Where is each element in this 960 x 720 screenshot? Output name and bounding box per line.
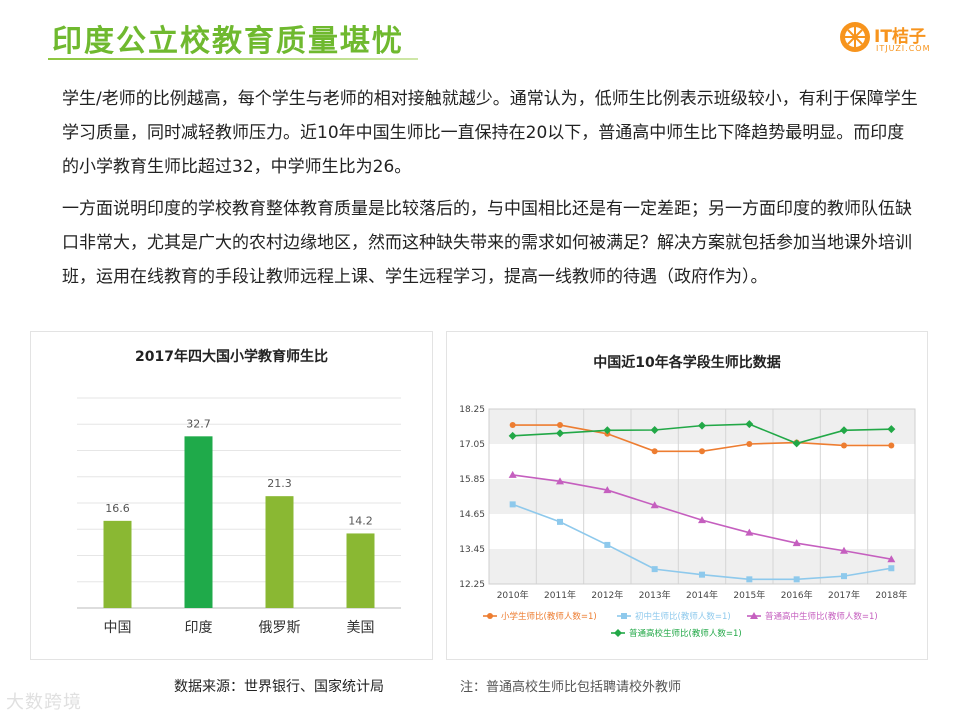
legend-label: 小学生师比(教师人数=1) xyxy=(501,611,597,622)
line-chart-panel: 中国近10年各学段生师比数据 18.25 17.05 15.85 14.65 13.45… xyxy=(446,331,928,660)
x-tick-label: 2011年 xyxy=(544,589,576,601)
watermark: 大数跨境 xyxy=(6,692,82,713)
footnote: 注：普通高校生师比包括聘请校外教师 xyxy=(460,680,682,695)
bar-chart-panel: 2017年四大国小学教育师生比 16.6 中国 32.7 印度 21.3 俄罗斯 14.2 美… xyxy=(30,331,433,660)
data-point xyxy=(746,441,753,447)
title-underline xyxy=(48,58,418,60)
data-point xyxy=(556,429,564,438)
bar xyxy=(265,496,294,608)
data-point xyxy=(745,528,754,536)
orange-slice-icon xyxy=(840,22,870,52)
data-point xyxy=(557,518,563,525)
data-point xyxy=(509,501,516,508)
data-point xyxy=(841,442,847,449)
y-tick-label: 18.25 xyxy=(459,405,485,415)
data-point xyxy=(793,576,800,583)
x-tick-label: 2017年 xyxy=(828,589,860,601)
data-point xyxy=(487,613,493,619)
line-chart-title: 中国近10年各学段生师比数据 xyxy=(593,355,781,371)
data-point xyxy=(650,426,659,434)
y-tick-label: 12.25 xyxy=(459,580,485,590)
y-tick-label: 14.65 xyxy=(459,510,485,520)
data-point xyxy=(621,613,627,619)
y-tick-label: 13.45 xyxy=(459,545,485,555)
data-point xyxy=(840,426,848,435)
x-tick-label: 2013年 xyxy=(639,589,671,601)
data-point xyxy=(888,565,895,572)
bar-value-label: 14.2 xyxy=(348,514,373,527)
paragraph-1: 学生/老师的比例越高，每个学生与老师的相对接触就越少。通常认为，低师生比例表示班… xyxy=(62,89,918,177)
bar xyxy=(346,533,375,608)
data-point xyxy=(698,516,706,524)
x-tick-label: 2016年 xyxy=(781,589,813,601)
grid-band xyxy=(489,549,915,584)
bar-value-label: 21.3 xyxy=(267,477,292,490)
x-tick-label: 2018年 xyxy=(875,589,907,601)
y-tick-label: 15.85 xyxy=(459,475,485,485)
itjuzi-logo: IT桔子 ITJUZI.COM xyxy=(838,20,931,56)
logo-text: IT桔子 xyxy=(874,27,926,47)
data-point xyxy=(556,477,564,485)
legend-label: 普通高校生师比(教师人数=1) xyxy=(629,628,742,639)
line-chart: 18.25 17.05 15.85 14.65 13.45 12.25 2010年 2011年… xyxy=(459,405,916,639)
bar xyxy=(103,520,132,608)
category-label: 美国 xyxy=(347,620,375,636)
data-point xyxy=(509,422,516,429)
bar-chart: 16.6 中国 32.7 印度 21.3 俄罗斯 14.2 美国 xyxy=(77,397,401,636)
data-point xyxy=(887,425,896,434)
bar xyxy=(184,436,213,608)
category-label: 印度 xyxy=(185,620,213,636)
x-tick-label: 2012年 xyxy=(591,589,623,601)
data-point xyxy=(840,546,848,554)
data-point xyxy=(699,571,705,578)
data-point xyxy=(603,486,612,494)
grid-band xyxy=(489,479,915,514)
x-tick-label: 2014年 xyxy=(686,589,718,601)
data-point xyxy=(508,470,517,478)
x-tick-label: 2010年 xyxy=(497,589,529,601)
legend-label: 初中生师比(教师人数=1) xyxy=(635,611,731,622)
data-point xyxy=(651,448,658,455)
data-point xyxy=(841,573,847,580)
bar-value-label: 16.6 xyxy=(105,502,130,515)
category-label: 中国 xyxy=(104,620,132,636)
data-point xyxy=(745,420,754,429)
plot-frame xyxy=(488,408,916,585)
data-point xyxy=(698,421,706,430)
data-point xyxy=(792,439,801,448)
data-point xyxy=(557,422,563,429)
legend-label: 普通高中生师比(教师人数=1) xyxy=(765,611,878,622)
data-point xyxy=(746,576,753,583)
data-point xyxy=(651,566,658,573)
data-point xyxy=(604,541,611,548)
data-source: 数据来源：世界银行、国家统计局 xyxy=(174,679,384,695)
paragraph-2: 一方面说明印度的学校教育整体教育质量是比较落后的，与中国相比还是有一定差距；另一… xyxy=(62,199,912,287)
data-point xyxy=(887,555,896,563)
page-title: 印度公立校教育质量堪忧 xyxy=(52,24,404,59)
x-tick-label: 2015年 xyxy=(733,589,765,601)
bar-chart-title: 2017年四大国小学教育师生比 xyxy=(135,349,328,365)
data-point xyxy=(699,448,705,455)
data-point xyxy=(614,629,622,637)
y-tick-label: 17.05 xyxy=(459,440,485,450)
data-point xyxy=(888,442,895,449)
category-label: 俄罗斯 xyxy=(259,620,301,636)
bar-value-label: 32.7 xyxy=(186,417,211,430)
data-point xyxy=(792,539,801,547)
data-point xyxy=(750,612,758,619)
data-point xyxy=(650,501,659,509)
logo-subtext: ITJUZI.COM xyxy=(876,44,931,53)
data-point xyxy=(603,426,612,435)
